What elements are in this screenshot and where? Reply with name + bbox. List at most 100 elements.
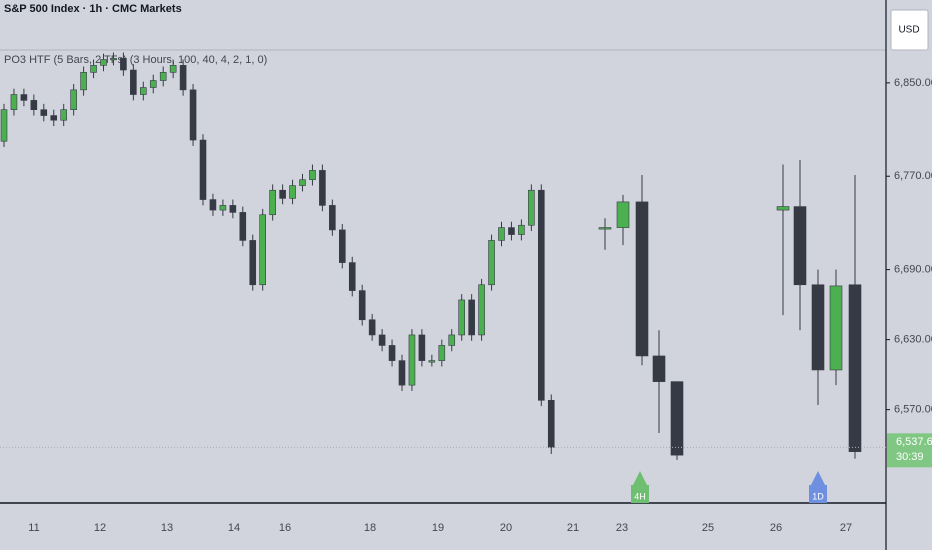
candle-body [10, 94, 18, 111]
candle-body [229, 205, 237, 213]
candle-body [319, 170, 326, 206]
x-tick-label: 11 [28, 522, 39, 534]
candle-body [309, 170, 316, 181]
candle-body [829, 285, 843, 371]
candle-body [20, 94, 28, 101]
tf-marker [633, 471, 647, 485]
candle-body [776, 206, 790, 211]
x-tick-label: 25 [702, 522, 714, 534]
x-tick-label: 18 [364, 522, 376, 534]
x-tick-label: 21 [567, 522, 579, 534]
candle-body [159, 72, 167, 81]
x-tick-label: 27 [840, 522, 852, 534]
x-tick-label: 19 [432, 522, 444, 534]
candle-body [458, 299, 466, 336]
candle-body [537, 189, 545, 401]
candle-body [468, 299, 475, 336]
candle-body [40, 109, 48, 116]
candle-body [189, 89, 197, 141]
x-tick-label: 26 [770, 522, 782, 534]
candle-body [438, 345, 446, 361]
candle-body [378, 334, 386, 346]
y-tick-label: 6,770.00 [894, 170, 932, 182]
x-tick-label: 23 [616, 522, 628, 534]
candle-body [408, 334, 416, 386]
candle-body [428, 360, 436, 363]
candle-body [30, 100, 38, 111]
last-price-label: 6,537.69 [896, 436, 932, 448]
candle-body [219, 205, 227, 211]
candle-body [598, 227, 612, 230]
candle-body [635, 201, 649, 357]
candle-body [239, 212, 247, 241]
chart-title: S&P 500 Index · 1h · CMC Markets [4, 3, 182, 15]
currency-label[interactable]: USD [898, 25, 919, 36]
candle-body [0, 109, 8, 142]
candle-body [140, 87, 147, 95]
candle-body [80, 72, 87, 91]
candle-body [418, 334, 426, 361]
candle-body [130, 69, 137, 95]
candle-body [793, 206, 807, 286]
candle-body [652, 355, 666, 382]
tf-label: 1D [812, 491, 824, 501]
candle-body [279, 189, 286, 199]
candle-body [811, 284, 825, 371]
candle-body [100, 59, 107, 66]
candle-body [398, 360, 406, 386]
indicator-label: PO3 HTF (5 Bars, 2 TFs) (3 Hours, 100, 4… [4, 54, 267, 66]
candle-body [259, 214, 267, 286]
candle-body [60, 109, 68, 121]
tf-label: 4H [634, 491, 646, 501]
candle-body [358, 290, 366, 321]
candle-body [848, 284, 862, 452]
candle-body [169, 65, 177, 73]
y-tick-label: 6,850.00 [894, 77, 932, 89]
candle-body [209, 199, 217, 211]
tf-marker [811, 471, 825, 485]
candle-body [547, 399, 555, 448]
candle-body [120, 58, 127, 71]
candle-body [348, 262, 356, 291]
candle-body [50, 115, 58, 121]
candle-body [338, 229, 346, 263]
candle-body [70, 89, 77, 111]
candle-body [368, 319, 376, 336]
candle-body [269, 189, 276, 216]
candle-body [388, 345, 396, 361]
tf-badge [631, 485, 649, 503]
candle-body [329, 205, 336, 231]
y-tick-label: 6,630.00 [894, 334, 932, 346]
price-axis: 6,850.00 6,770.00 6,690.00 6,630.00 6,570.00… [28, 77, 932, 534]
x-tick-label: 16 [279, 522, 291, 534]
last-price-tag [887, 433, 932, 468]
candle-body [199, 139, 207, 200]
tf-badge [809, 485, 827, 503]
candle-body [508, 227, 515, 235]
candle-body [478, 284, 485, 336]
candle-body [249, 240, 257, 286]
candle-body [518, 224, 525, 235]
candle-body [488, 240, 495, 286]
y-tick-label: 6,570.00 [894, 404, 932, 416]
candle-body [670, 381, 684, 456]
candle-body [149, 80, 157, 88]
x-tick-label: 14 [228, 522, 240, 534]
x-tick-label: 20 [500, 522, 512, 534]
candle-body [299, 179, 306, 186]
candle-body [90, 65, 97, 73]
candle-body [179, 65, 187, 91]
x-tick-label: 12 [94, 522, 106, 534]
y-tick-label: 6,690.00 [894, 263, 932, 275]
candle-body [110, 58, 117, 61]
candle-body [616, 201, 630, 228]
candle-body [289, 185, 296, 199]
x-tick-label: 13 [161, 522, 173, 534]
countdown: 30:39 [896, 451, 924, 463]
candle-body [448, 334, 456, 346]
candle-body [528, 189, 535, 226]
currency-button[interactable] [890, 9, 929, 51]
